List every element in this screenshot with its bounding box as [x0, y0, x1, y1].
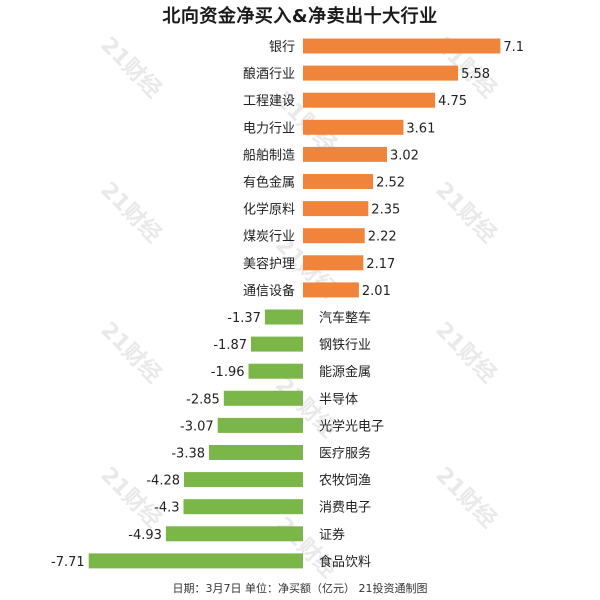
category-label: 消费电子 — [319, 501, 371, 516]
category-label: 美容护理 — [243, 256, 295, 272]
bar-食品饮料 — [88, 553, 303, 569]
value-label: -2.85 — [186, 392, 220, 407]
bar-电力行业 — [303, 119, 404, 135]
category-label: 半导体 — [319, 392, 358, 407]
bar-工程建设 — [303, 92, 436, 108]
category-label: 食品饮料 — [319, 554, 371, 570]
value-label: -1.37 — [227, 311, 261, 326]
category-label: 钢铁行业 — [319, 338, 371, 353]
bar-消费电子 — [183, 499, 303, 515]
category-label: 证券 — [319, 527, 345, 543]
value-label: 5.58 — [461, 67, 490, 82]
category-label: 通信设备 — [243, 283, 295, 299]
category-label: 煤炭行业 — [243, 230, 295, 245]
value-label: 2.35 — [371, 203, 400, 218]
bar-有色金属 — [303, 174, 374, 189]
value-label: 2.52 — [376, 176, 405, 191]
value-label: 3.02 — [390, 148, 419, 163]
value-label: -4.28 — [146, 474, 180, 489]
value-label: -1.87 — [213, 338, 247, 353]
bar-光学光电子 — [217, 417, 303, 433]
category-label: 汽车整车 — [319, 310, 371, 326]
value-label: -1.96 — [211, 365, 245, 380]
category-label: 酿酒行业 — [243, 66, 295, 82]
category-label: 银行 — [269, 40, 295, 55]
value-label: 2.17 — [366, 257, 395, 272]
bar-医疗服务 — [209, 445, 303, 460]
value-label: -3.07 — [180, 419, 214, 434]
category-label: 农牧饲渔 — [319, 474, 371, 489]
value-label: -3.38 — [171, 447, 205, 462]
bar-能源金属 — [248, 363, 303, 379]
bar-汽车整车 — [264, 309, 303, 325]
bar-半导体 — [223, 390, 303, 406]
category-label: 光学光电子 — [319, 418, 384, 434]
bar-美容护理 — [303, 255, 364, 271]
chart-title: 北向资金净买入&净卖出十大行业 — [162, 6, 438, 27]
category-label: 电力行业 — [243, 121, 295, 136]
value-label: 2.01 — [362, 284, 391, 299]
bar-银行 — [303, 38, 501, 54]
value-label: 4.75 — [438, 94, 467, 109]
value-label: -4.3 — [154, 501, 179, 516]
bar-农牧饲渔 — [184, 472, 303, 488]
category-label: 医疗服务 — [319, 446, 371, 462]
bar-化学原料 — [303, 201, 369, 217]
bar-酿酒行业 — [303, 65, 459, 81]
category-label: 船舶制造 — [243, 147, 295, 163]
value-label: -7.71 — [51, 555, 85, 570]
value-label: 3.61 — [406, 121, 435, 136]
bar-船舶制造 — [303, 146, 387, 162]
bar-钢铁行业 — [251, 336, 303, 352]
category-label: 工程建设 — [243, 94, 295, 109]
chart-footer: 日期：3月7日 单位：净买额（亿元） 21投资通制图 — [172, 582, 428, 595]
category-label: 化学原料 — [243, 202, 295, 218]
bar-煤炭行业 — [303, 228, 365, 244]
value-label: 7.1 — [503, 40, 524, 55]
category-label: 有色金属 — [243, 175, 295, 191]
bar-证券 — [165, 526, 303, 542]
value-label: 2.22 — [368, 230, 397, 245]
category-label: 能源金属 — [319, 364, 371, 380]
value-label: -4.93 — [128, 528, 162, 543]
bar-通信设备 — [303, 282, 359, 298]
